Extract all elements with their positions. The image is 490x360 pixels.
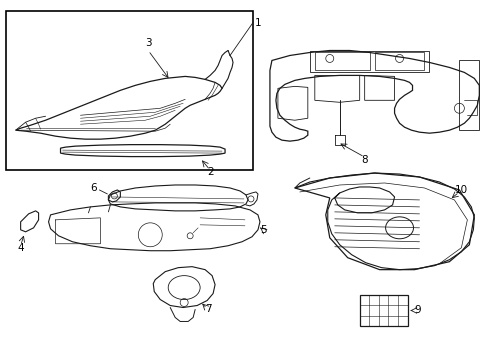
Text: 10: 10	[455, 185, 468, 195]
Text: 1: 1	[255, 18, 261, 28]
Text: 4: 4	[17, 243, 24, 253]
Text: 6: 6	[90, 183, 97, 193]
Bar	[360, 294, 408, 327]
Text: 9: 9	[414, 306, 421, 315]
Bar	[6, 11, 253, 170]
Text: 7: 7	[205, 305, 211, 315]
Text: 8: 8	[361, 155, 368, 165]
Text: 2: 2	[207, 167, 214, 177]
Text: 5: 5	[261, 225, 267, 235]
Text: 3: 3	[145, 37, 151, 48]
